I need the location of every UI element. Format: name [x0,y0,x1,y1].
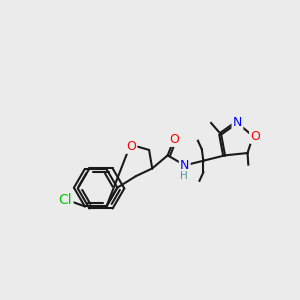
Text: O: O [126,140,136,153]
Text: O: O [250,130,260,142]
Text: N: N [233,116,242,129]
Text: Cl: Cl [58,193,72,207]
Text: O: O [169,133,179,146]
Text: H: H [180,171,188,181]
Text: N: N [180,159,189,172]
